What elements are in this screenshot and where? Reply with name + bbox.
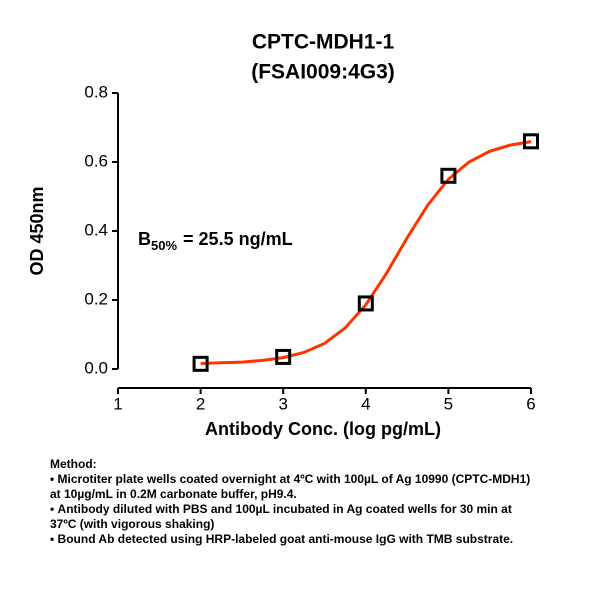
y-tick-label: 0.4 [84,220,108,239]
chart: CPTC-MDH1-1 (FSAI009:4G3) Antibody Conc.… [27,31,539,439]
data-point [523,133,539,150]
y-tick-label: 0.8 [84,82,108,101]
data-point [275,348,292,365]
x-tick-label: 4 [361,394,370,413]
annotation: B50% = 25.5 ng/mL [138,229,293,254]
data-point [192,355,209,372]
x-axis-label: Antibody Conc. (log pg/mL) [205,419,441,439]
x-tick-label: 3 [278,394,287,413]
x-tick-label: 6 [526,394,535,413]
method-item: Microtiter plate wells coated overnight … [50,472,540,502]
x-tick-label: 2 [196,394,205,413]
x-tick-label: 1 [113,394,122,413]
y-tick-label: 0.0 [84,358,108,377]
y-tick-label: 0.6 [84,151,108,170]
fit-curve [200,140,532,365]
x-tick-label: 5 [444,394,453,413]
method-item: Antibody diluted with PBS and 100µL incu… [50,502,540,532]
annotation-subscript: 50% [151,238,177,253]
y-tick-label: 0.2 [84,289,108,308]
chart-subtitle: (FSAI009:4G3) [251,61,395,84]
data-point [440,167,457,184]
method-item: Bound Ab detected using HRP-labeled goat… [50,532,540,547]
data-point [357,295,374,312]
annotation-text: = 25.5 ng/mL [183,229,293,249]
chart-title: CPTC-MDH1-1 [252,31,395,54]
method: Method: Microtiter plate wells coated ov… [50,457,540,547]
y-axis-label: OD 450nm [27,186,47,275]
annotation-base: B [138,229,151,249]
method-heading: Method: [50,457,97,471]
